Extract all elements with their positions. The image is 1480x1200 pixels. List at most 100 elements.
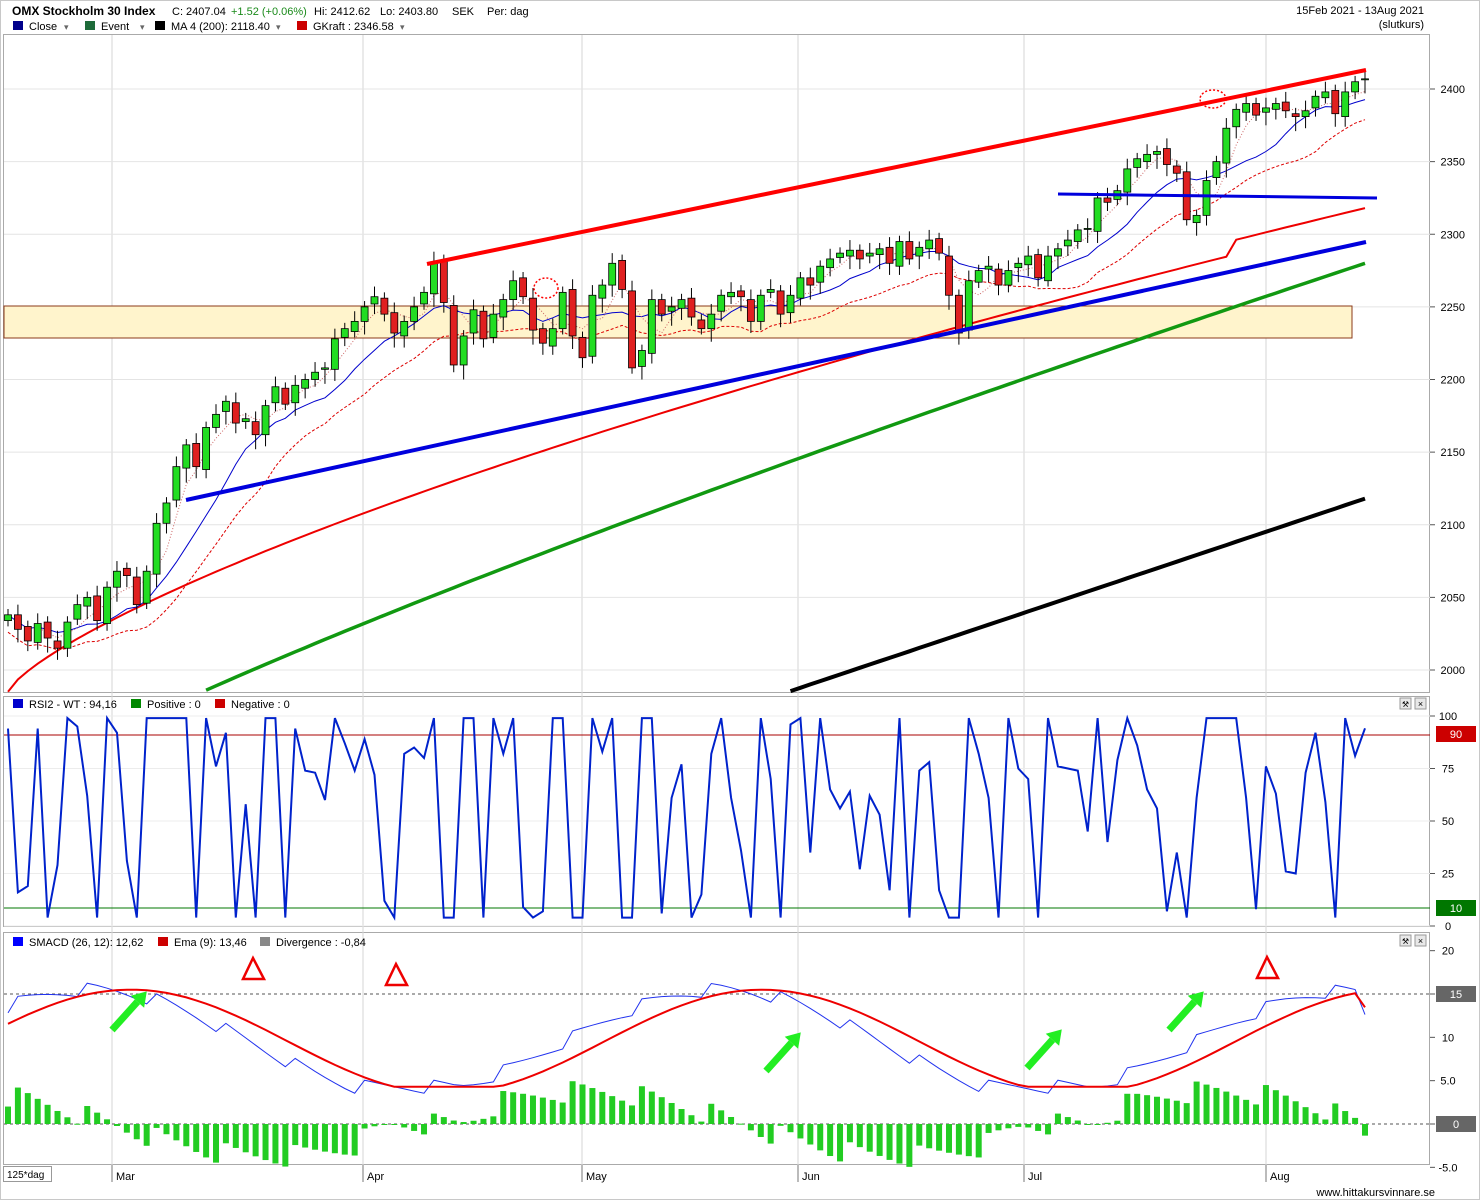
candle-body [529, 297, 537, 331]
divergence-bar [1163, 1098, 1170, 1124]
divergence-bar [955, 1124, 962, 1155]
divergence-bar [747, 1124, 754, 1131]
month-label: Apr [367, 1171, 384, 1183]
price-tick-label: 2300 [1441, 229, 1465, 241]
divergence-bar [1025, 1124, 1032, 1128]
candle-body [568, 289, 577, 337]
candle-body [974, 270, 983, 283]
divergence-bar [490, 1116, 497, 1124]
divergence-bar [1045, 1124, 1052, 1135]
rsi-settings-icon[interactable] [1399, 697, 1412, 710]
divergence-bar [242, 1124, 249, 1153]
divergence-bar [708, 1103, 715, 1124]
divergence-bar [94, 1112, 101, 1124]
divergence-bar [173, 1124, 180, 1141]
buy-arrow-1 [109, 991, 147, 1033]
candle-body [1361, 78, 1369, 81]
divergence-bar [480, 1118, 487, 1124]
legend-gkraft-dropdown-icon[interactable]: ▾ [400, 22, 405, 32]
candle-body [865, 252, 874, 257]
divergence-bar [668, 1102, 675, 1124]
sell-triangles [241, 954, 1281, 987]
month-label: May [586, 1171, 607, 1183]
divergence-bar [619, 1100, 626, 1124]
candle-body [439, 259, 448, 303]
candle-body [301, 379, 310, 389]
macd-tick-label: -5.0 [1439, 1162, 1458, 1174]
candle-body [1153, 151, 1161, 155]
candle-body [855, 249, 864, 260]
candle-body [588, 294, 597, 357]
candle-body [410, 306, 419, 322]
divergence-bar [183, 1124, 190, 1147]
divergence-bar [797, 1124, 804, 1139]
candle-body [360, 306, 369, 322]
legend-close-dropdown-icon[interactable]: ▾ [64, 22, 69, 32]
ma-green-line [205, 261, 1366, 692]
rsi-close-icon[interactable] [1414, 697, 1427, 710]
macd-close-icon[interactable] [1414, 934, 1427, 947]
divergence-bar [1035, 1124, 1042, 1131]
legend-ma-dropdown-icon[interactable]: ▾ [276, 22, 281, 32]
divergence-bar [817, 1124, 824, 1151]
candle-body [1054, 248, 1062, 257]
macd-panel-controls: ⚒ × [1399, 934, 1427, 947]
candle-body [1311, 95, 1320, 109]
period-selector[interactable] [3, 1166, 52, 1182]
candle-body [578, 336, 587, 359]
sell-triangle-2 [384, 961, 410, 987]
candle-body [400, 320, 409, 337]
legend-event-dropdown-icon[interactable]: ▾ [140, 22, 145, 32]
divergence-bar [698, 1121, 705, 1124]
divergence-bar [837, 1124, 844, 1162]
divergence-bar [510, 1092, 517, 1124]
rsi-panel-controls: ⚒ × [1399, 697, 1427, 710]
main-panel [3, 34, 1430, 693]
divergence-bar [302, 1124, 309, 1148]
legend-smacd-label: SMACD (26, 12): 12,62 [29, 937, 143, 949]
candle-body [836, 252, 844, 258]
candle-body [380, 297, 389, 315]
divergence-bar [1342, 1111, 1349, 1124]
candle-body [935, 238, 943, 254]
candle-body [212, 413, 220, 428]
candle-body [717, 294, 726, 312]
candle-body [241, 418, 250, 423]
rsi-tick-label: 50 [1442, 816, 1454, 828]
divergence-bar [470, 1120, 477, 1124]
period: Per: dag [487, 6, 529, 18]
divergence-bar [629, 1105, 636, 1124]
divergence-bar [203, 1124, 210, 1158]
macd-tick-label: 5.0 [1440, 1076, 1455, 1088]
candle-body [638, 350, 646, 367]
candlestick-series [4, 68, 1369, 660]
ma-short-blue-line [7, 99, 1366, 634]
divergence-bar [292, 1124, 299, 1146]
divergence-bar [737, 1123, 744, 1125]
rsi-tick-label: 0 [1445, 921, 1451, 933]
close-icon: × [1418, 699, 1423, 709]
divergence-bar [648, 1091, 655, 1124]
candle-body [1212, 161, 1221, 179]
divergence-bar [1203, 1084, 1210, 1124]
legend-negative-label: Negative : 0 [231, 699, 290, 711]
divergence-histogram [5, 1081, 1368, 1167]
divergence-bar [1362, 1124, 1368, 1136]
macd-settings-icon[interactable] [1399, 934, 1412, 947]
price-tick-label: 2350 [1441, 157, 1465, 169]
divergence-bar [341, 1124, 348, 1155]
smacd-line [7, 982, 1366, 1094]
divergence-bar [609, 1096, 616, 1124]
divergence-bar [1114, 1120, 1121, 1124]
candle-body [667, 306, 676, 312]
candle-body [132, 576, 141, 606]
divergence-bar [1322, 1119, 1329, 1124]
legend-close-swatch [13, 21, 23, 30]
divergence-bar [846, 1124, 853, 1143]
candle-body [816, 265, 825, 283]
divergence-bar [282, 1124, 289, 1167]
candle-body [330, 338, 339, 370]
divergence-bar [1153, 1096, 1160, 1124]
candle-body [915, 246, 924, 257]
